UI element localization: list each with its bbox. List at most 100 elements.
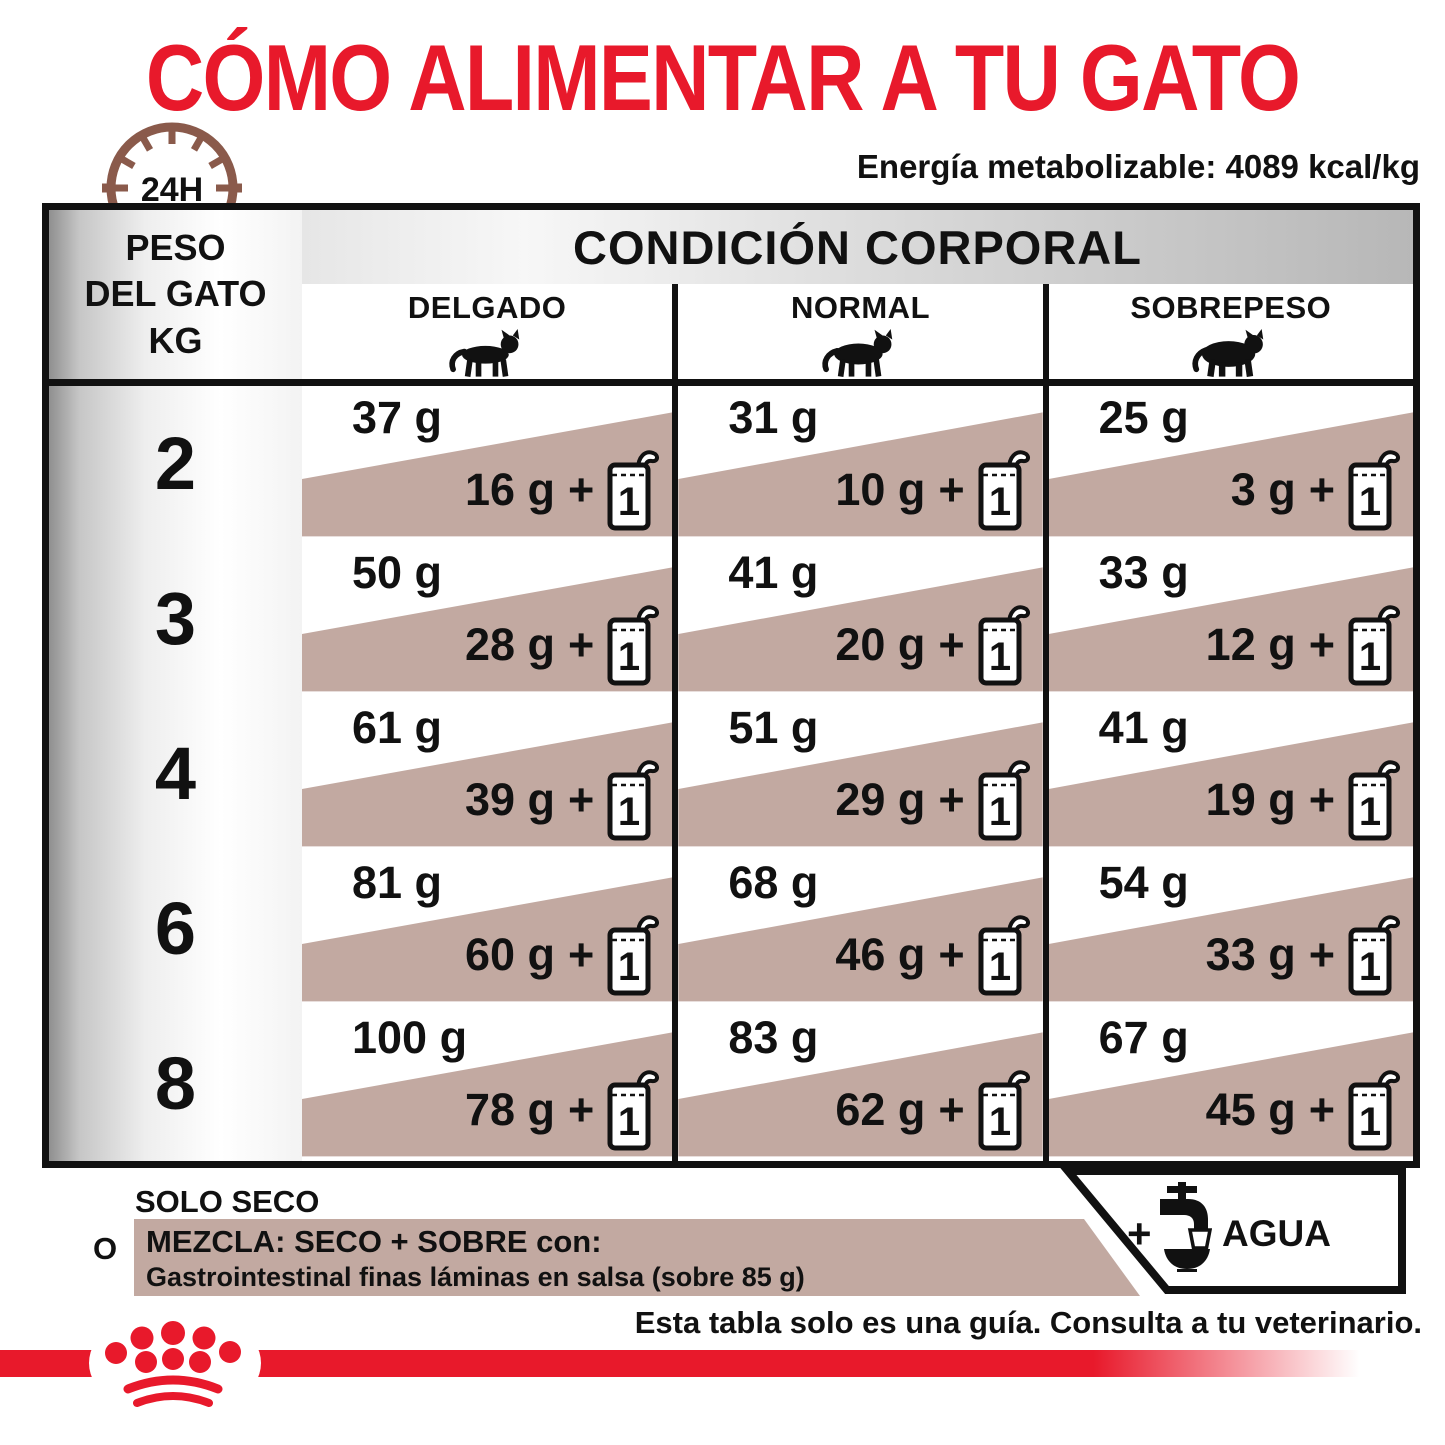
svg-text:1: 1 <box>989 790 1011 834</box>
mix-amount: 3 g <box>1230 464 1296 515</box>
plus-sign: + <box>938 464 965 515</box>
mix-legend-band: MEZCLA: SECO + SOBRE con: Gastrointestin… <box>134 1219 1140 1296</box>
dry-only-label: SOLO SECO <box>135 1184 320 1219</box>
water-faucet-icon <box>1160 1182 1212 1272</box>
mix-amount-row: 62 g + 1 <box>835 1068 1033 1152</box>
mix-amount: 19 g <box>1205 774 1296 825</box>
mix-amount-row: 16 g + 1 <box>465 448 663 532</box>
weight-value: 3 <box>49 541 302 696</box>
table-cell: 37 g 16 g + 1 <box>302 386 673 541</box>
dry-amount: 33 g <box>1098 547 1189 598</box>
table-cell: 31 g 10 g + 1 <box>672 386 1043 541</box>
plus-sign: + <box>568 619 595 670</box>
table-cell: 50 g 28 g + 1 <box>302 541 673 696</box>
pouch-icon: 1 <box>978 915 1030 996</box>
mix-amount: 62 g <box>835 1084 926 1135</box>
pouch-icon: 1 <box>1348 605 1400 686</box>
svg-text:1: 1 <box>989 635 1011 679</box>
plus-sign: + <box>568 464 595 515</box>
svg-text:1: 1 <box>1359 635 1381 679</box>
table-cell: 41 g 19 g + 1 <box>1042 696 1413 851</box>
pouch-icon: 1 <box>978 1070 1030 1151</box>
table-cell: 33 g 12 g + 1 <box>1042 541 1413 696</box>
mix-amount-row: 3 g + 1 <box>1231 448 1404 532</box>
mix-amount: 10 g <box>835 464 926 515</box>
table-cell: 81 g 60 g + 1 <box>302 851 673 1006</box>
table-cell: 100 g 78 g + 1 <box>302 1006 673 1161</box>
column-label: DELGADO <box>407 290 567 325</box>
mix-amount-row: 29 g + 1 <box>835 758 1033 842</box>
mix-amount: 29 g <box>835 774 926 825</box>
mix-amount: 20 g <box>835 619 926 670</box>
table-cell: 51 g 29 g + 1 <box>672 696 1043 851</box>
dry-amount: 83 g <box>728 1012 819 1063</box>
svg-text:1: 1 <box>618 1100 640 1144</box>
clock-label: 24H <box>141 171 203 209</box>
plus-sign: + <box>938 774 965 825</box>
weight-header-line: DEL GATO <box>84 273 267 315</box>
feeding-table: PESO DEL GATO KG CONDICIÓN CORPORAL DELG… <box>42 203 1420 1168</box>
pouch-icon: 1 <box>1348 450 1400 531</box>
weight-value: 8 <box>49 1006 302 1161</box>
water-label: AGUA <box>1222 1213 1331 1254</box>
mix-amount-row: 12 g + 1 <box>1206 603 1404 687</box>
dry-amount: 51 g <box>728 702 819 753</box>
dry-amount: 41 g <box>728 547 819 598</box>
pouch-icon: 1 <box>607 1070 660 1151</box>
mix-amount-row: 20 g + 1 <box>835 603 1033 687</box>
mix-amount: 28 g <box>465 619 556 670</box>
dry-amount: 41 g <box>1098 702 1189 753</box>
dry-amount: 61 g <box>352 702 443 753</box>
energy-label: Energía metabolizable: 4089 kcal/kg <box>856 148 1420 185</box>
mix-amount-row: 45 g + 1 <box>1206 1068 1404 1152</box>
plus-sign: + <box>568 929 595 980</box>
mix-amount: 60 g <box>465 929 556 980</box>
svg-text:1: 1 <box>1359 1100 1381 1144</box>
mix-amount-row: 19 g + 1 <box>1206 758 1404 842</box>
mix-amount-row: 78 g + 1 <box>465 1068 663 1152</box>
royal-canin-crown-logo <box>89 1307 261 1419</box>
svg-text:1: 1 <box>1359 480 1381 524</box>
mix-amount: 16 g <box>465 464 556 515</box>
mix-amount: 39 g <box>465 774 556 825</box>
svg-text:1: 1 <box>618 480 640 524</box>
column-header-sobrepeso: SOBREPESO <box>1042 284 1413 386</box>
table-cell: 67 g 45 g + 1 <box>1042 1006 1413 1161</box>
water-plus-sign: + <box>1127 1210 1152 1257</box>
table-cell: 83 g 62 g + 1 <box>672 1006 1043 1161</box>
mix-amount: 33 g <box>1205 929 1296 980</box>
dry-amount: 67 g <box>1098 1012 1189 1063</box>
mix-amount-row: 39 g + 1 <box>465 758 663 842</box>
mix-legend-title: MEZCLA: SECO + SOBRE con: <box>146 1224 602 1259</box>
or-label: O <box>93 1231 118 1266</box>
mix-legend-subtitle: Gastrointestinal finas láminas en salsa … <box>146 1262 805 1292</box>
plus-sign: + <box>1308 774 1335 825</box>
dry-amount: 68 g <box>728 857 819 908</box>
pouch-icon: 1 <box>1348 760 1400 841</box>
svg-text:1: 1 <box>618 790 640 834</box>
mix-amount: 12 g <box>1205 619 1296 670</box>
pouch-icon: 1 <box>1348 915 1400 996</box>
plus-sign: + <box>1308 1084 1335 1135</box>
weight-value: 4 <box>49 696 302 851</box>
weight-header-line: KG <box>148 319 203 361</box>
dry-amount: 37 g <box>352 392 443 443</box>
plus-sign: + <box>1308 464 1335 515</box>
pouch-icon: 1 <box>978 605 1030 686</box>
cat-normal-icon <box>822 329 893 377</box>
weight-column-header: PESO DEL GATO KG <box>49 210 302 386</box>
svg-text:1: 1 <box>1359 945 1381 989</box>
body-condition-header: CONDICIÓN CORPORAL <box>302 210 1413 284</box>
pouch-icon: 1 <box>607 760 660 841</box>
mix-amount: 45 g <box>1205 1084 1296 1135</box>
disclaimer-note: Esta tabla solo es una guía. Consulta a … <box>634 1305 1422 1340</box>
cat-overweight-icon <box>1192 329 1264 377</box>
mix-amount: 46 g <box>835 929 926 980</box>
mix-amount-row: 33 g + 1 <box>1206 913 1404 997</box>
svg-text:1: 1 <box>618 635 640 679</box>
pouch-icon: 1 <box>978 450 1030 531</box>
dry-amount: 54 g <box>1098 857 1189 908</box>
svg-text:1: 1 <box>989 1100 1011 1144</box>
pouch-icon: 1 <box>607 605 660 686</box>
plus-sign: + <box>568 1084 595 1135</box>
